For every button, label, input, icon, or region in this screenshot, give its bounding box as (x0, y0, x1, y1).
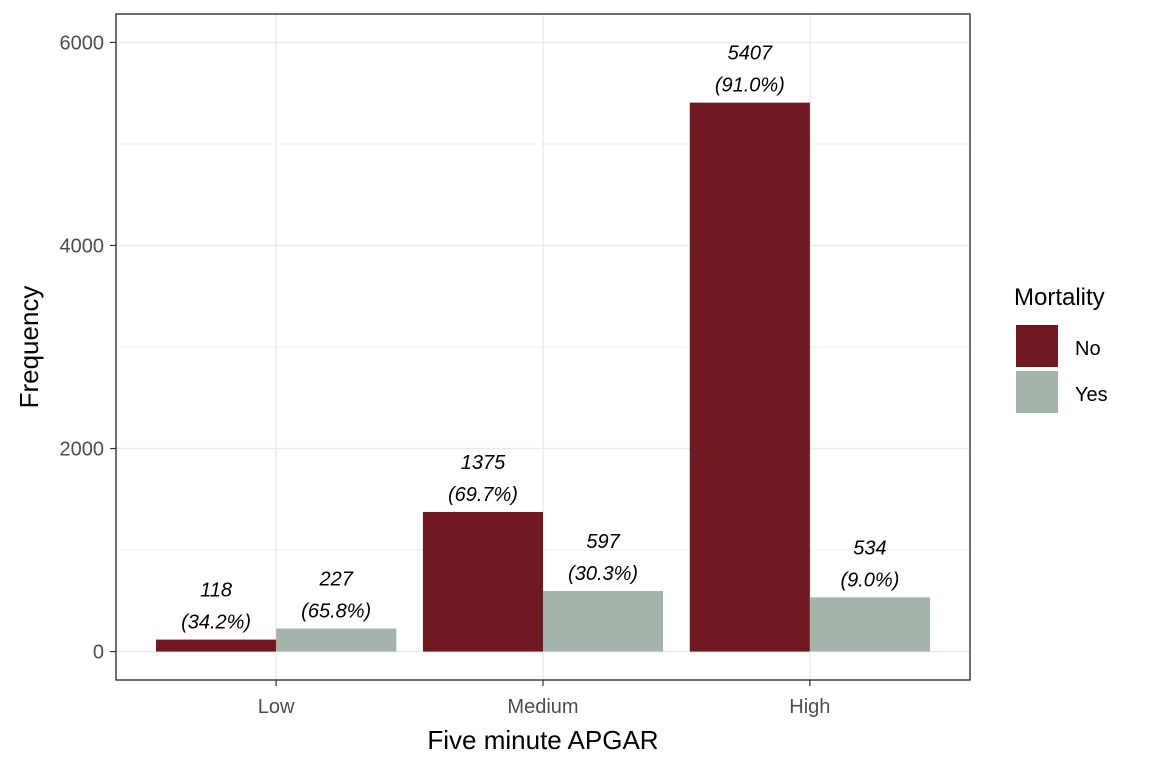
y-tick-label: 4000 (60, 235, 105, 257)
legend-key-no (1016, 325, 1058, 367)
bar-no-medium (422, 511, 543, 652)
bar-count-label: 227 (318, 569, 353, 591)
bars (156, 102, 930, 652)
y-tick-label: 2000 (60, 439, 105, 461)
bar-percent-label: (91.0%) (715, 75, 785, 97)
bar-yes-high (809, 597, 930, 652)
bar-count-label: 5407 (728, 43, 773, 65)
bar-percent-label: (34.2%) (181, 612, 251, 634)
bar-count-label: 597 (586, 531, 620, 553)
bar-count-label: 1375 (461, 452, 506, 474)
bar-value-labels: 118 (34.2%) 1375 (69.7%) 5407 (91.0%) 227 (65.8… (181, 43, 899, 634)
y-tick-label: 0 (93, 642, 104, 664)
bar-percent-label: (9.0%) (840, 569, 899, 591)
bar-count-label: 534 (853, 537, 886, 559)
legend-label-no: No (1075, 338, 1101, 360)
axis-ticks: 0 2000 4000 6000 Low Medium High (60, 32, 831, 718)
bar-percent-label: (30.3%) (568, 563, 638, 585)
legend-label-yes: Yes (1075, 384, 1108, 406)
bar-no-low (156, 639, 277, 652)
legend-key-yes (1016, 371, 1058, 413)
x-tick-label: Low (258, 696, 295, 718)
bar-yes-medium (543, 590, 664, 652)
bar-count-label: 118 (200, 580, 232, 602)
bar-yes-low (276, 628, 397, 652)
x-tick-label: Medium (507, 696, 578, 718)
bar-percent-label: (65.8%) (301, 601, 371, 623)
bar-percent-label: (69.7%) (448, 484, 518, 506)
legend-title: Mortality (1014, 284, 1105, 311)
legend: Mortality No Yes (1014, 284, 1108, 413)
x-tick-label: High (789, 696, 830, 718)
bar-no-high (689, 102, 810, 652)
x-axis-title: Five minute APGAR (427, 725, 658, 755)
y-axis-title: Frequency (14, 286, 44, 409)
y-tick-label: 6000 (60, 32, 105, 54)
